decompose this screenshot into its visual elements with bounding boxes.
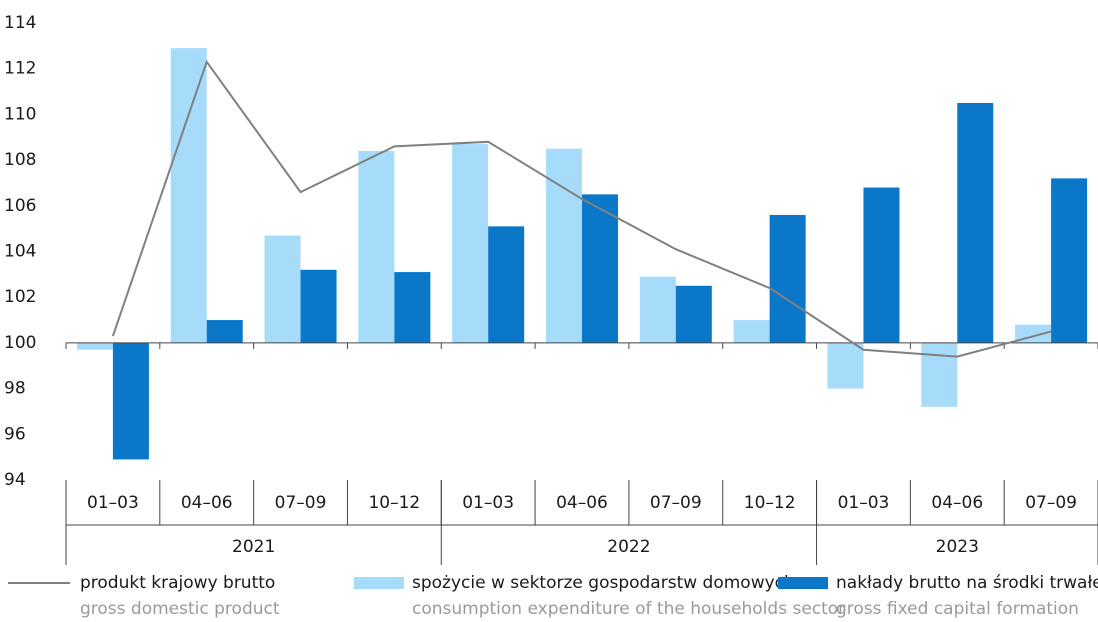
bar (582, 194, 618, 343)
bar (358, 150, 395, 343)
x-tick-label: 10–12 (744, 493, 796, 513)
y-tick-label: 110 (4, 104, 36, 124)
y-tick-label: 102 (4, 287, 36, 307)
bar (639, 276, 676, 343)
x-tick-label: 07–09 (650, 493, 702, 513)
legend-swatch (778, 577, 828, 589)
x-tick-label: 01–03 (87, 493, 139, 513)
bar (112, 342, 149, 460)
bar (452, 144, 489, 343)
bar (264, 235, 301, 343)
bar (863, 187, 900, 343)
y-tick-label: 114 (4, 13, 36, 33)
bar (675, 285, 712, 343)
x-tick-label: 07–09 (275, 493, 327, 513)
group-label: 2021 (232, 537, 275, 557)
bar (546, 148, 582, 343)
y-tick-label: 104 (4, 242, 36, 262)
bar (733, 320, 770, 343)
x-tick-label: 04–06 (556, 493, 608, 513)
group-label: 2022 (607, 537, 650, 557)
bar (827, 342, 864, 389)
x-tick-label: 04–06 (931, 493, 983, 513)
y-tick-label: 98 (4, 379, 26, 399)
x-tick-label: 10–12 (368, 493, 420, 513)
bar (170, 48, 207, 343)
x-tick-label: 01–03 (838, 493, 890, 513)
y-tick-label: 106 (4, 196, 36, 216)
legend-label-en: gross domestic product (80, 599, 280, 619)
legend-label: spożycie w sektorze gospodarstw domowych (412, 573, 795, 593)
y-tick-label: 96 (4, 424, 26, 444)
line (111, 59, 1052, 358)
bar (921, 342, 958, 407)
bar (488, 226, 525, 343)
bar (394, 272, 431, 343)
bar (957, 102, 994, 343)
legend-label: produkt krajowy brutto (80, 573, 275, 593)
bar (769, 214, 806, 343)
x-tick-label: 07–09 (1025, 493, 1077, 513)
x-tick-label: 01–03 (462, 493, 514, 513)
bar (300, 269, 337, 343)
bar (206, 320, 243, 343)
y-tick-label: 108 (4, 150, 36, 170)
group-label: 2023 (936, 537, 979, 557)
bar (1051, 178, 1088, 343)
legend-label: nakłady brutto na środki trwałe (836, 573, 1098, 593)
x-tick-label: 04–06 (181, 493, 233, 513)
legend-label-en: consumption expenditure of the household… (412, 599, 845, 619)
y-tick-label: 94 (4, 470, 26, 490)
y-tick-label: 100 (4, 333, 36, 353)
bar (76, 342, 113, 350)
legend-label-en: gross fixed capital formation (836, 599, 1079, 619)
y-tick-label: 112 (4, 59, 36, 79)
legend-swatch (354, 577, 404, 589)
